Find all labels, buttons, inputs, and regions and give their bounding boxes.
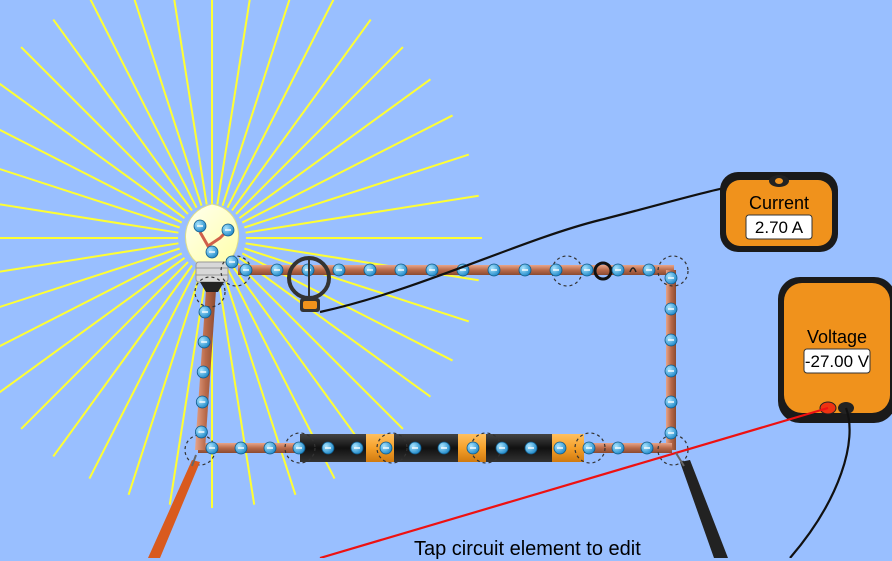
light-rays bbox=[0, 0, 482, 508]
light-ray bbox=[244, 247, 470, 323]
light-ray bbox=[216, 271, 256, 505]
voltmeter[interactable]: Voltage -27.00 V bbox=[778, 277, 892, 423]
ammeter-label: Current bbox=[749, 193, 809, 213]
light-ray bbox=[88, 267, 198, 480]
light-ray bbox=[133, 0, 203, 206]
electrons bbox=[193, 219, 678, 455]
voltmeter-red-cable bbox=[319, 406, 829, 558]
junction[interactable] bbox=[376, 432, 408, 464]
light-ray bbox=[221, 0, 291, 206]
light-ray bbox=[238, 257, 432, 398]
light-ray bbox=[241, 114, 454, 224]
light-ray bbox=[231, 264, 372, 458]
red-probe[interactable] bbox=[148, 454, 200, 558]
light-ray bbox=[0, 252, 183, 348]
junction[interactable] bbox=[574, 432, 606, 464]
wire-connector-ring[interactable] bbox=[593, 261, 637, 281]
ammeter-value: 2.70 A bbox=[755, 218, 804, 237]
voltmeter-black-cable bbox=[789, 407, 851, 558]
light-ray bbox=[0, 203, 179, 234]
light-ray bbox=[216, 0, 251, 205]
light-ray bbox=[221, 270, 297, 496]
light-ray bbox=[20, 46, 189, 215]
light-ray bbox=[0, 242, 179, 273]
light-ray bbox=[226, 0, 335, 209]
light-ray bbox=[89, 0, 198, 209]
ammeter-cable bbox=[319, 178, 781, 314]
ammeter[interactable]: Current 2.70 A bbox=[720, 172, 838, 252]
voltmeter-label: Voltage bbox=[807, 327, 867, 347]
light-ray bbox=[245, 194, 479, 234]
light-ray bbox=[235, 261, 404, 430]
light-ray bbox=[0, 168, 180, 229]
light-ray bbox=[231, 18, 372, 212]
light-ray bbox=[0, 128, 183, 224]
light-ray bbox=[0, 82, 186, 219]
junction[interactable] bbox=[657, 255, 689, 287]
voltmeter-value: -27.00 V bbox=[805, 352, 870, 371]
light-ray bbox=[0, 257, 186, 394]
light-ray bbox=[238, 78, 432, 219]
light-ray bbox=[20, 261, 189, 430]
junction[interactable] bbox=[284, 432, 316, 464]
light-ray bbox=[173, 0, 208, 205]
light-bulb[interactable] bbox=[185, 203, 239, 292]
light-ray bbox=[127, 270, 203, 496]
wire-right[interactable] bbox=[666, 270, 676, 450]
ammeter-probe[interactable] bbox=[287, 256, 331, 312]
light-ray bbox=[52, 264, 193, 458]
light-ray bbox=[0, 247, 180, 308]
edit-hint: Tap circuit element to edit bbox=[414, 538, 641, 560]
light-ray bbox=[52, 18, 193, 212]
black-probe[interactable] bbox=[675, 452, 728, 558]
light-ray bbox=[235, 46, 404, 215]
junction[interactable] bbox=[194, 276, 226, 308]
light-ray bbox=[244, 153, 470, 229]
